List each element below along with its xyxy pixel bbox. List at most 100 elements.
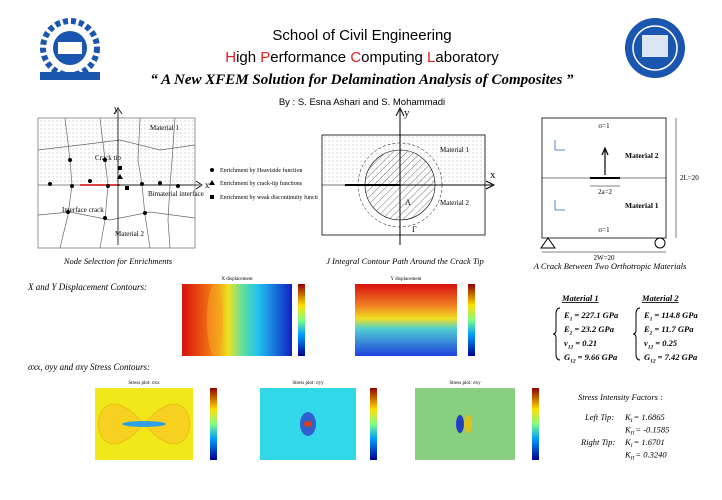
property-value: = 11.7 GPa	[654, 324, 694, 334]
property-value: = 23.2 GPa	[574, 324, 614, 334]
property: G12 = 7.42 GPa	[644, 352, 698, 365]
figure-shape	[40, 72, 100, 80]
value: = -0.1585	[635, 425, 669, 435]
lab-part: omputing	[361, 49, 427, 66]
subscript: 2	[649, 331, 653, 337]
legend-entry: Enrichment by Heaviside function	[220, 167, 302, 174]
material-name: Material 1	[561, 293, 599, 303]
sxx-plot	[95, 388, 217, 460]
sif-value: KI= 1.6701	[624, 437, 665, 449]
school: School of Civil Engineering	[272, 27, 451, 44]
left-logo	[40, 18, 100, 80]
load-label: σ=1	[598, 226, 610, 234]
region-label: Interface crack	[62, 206, 104, 214]
figure-shape	[88, 179, 92, 183]
figure-shape	[117, 174, 123, 179]
mesh-figure	[37, 107, 203, 249]
figure-shape	[158, 181, 162, 185]
figure-shape	[209, 180, 215, 185]
authors: By : S. Esna Ashari and S. Mohammadi	[279, 97, 445, 108]
plot-title: Y displacement	[390, 277, 422, 282]
region-label: Bimaterial interface	[148, 190, 204, 198]
figure-shape	[103, 216, 107, 220]
property-value: = 0.25	[655, 338, 678, 348]
syy-plot	[260, 388, 377, 460]
region-label: Material 1	[440, 146, 469, 154]
section-heading: σxx, σyy and σxy Stress Contours:	[28, 362, 150, 372]
plot-title: X displacement	[221, 277, 253, 282]
figure-shape	[68, 158, 72, 162]
figure-shape	[532, 388, 539, 460]
sxy-plot	[415, 388, 539, 460]
symbol: ν	[644, 338, 648, 348]
property-value: = 7.42 GPa	[658, 352, 698, 362]
subscript: 12	[648, 345, 654, 351]
x-displacement-plot	[182, 284, 305, 356]
figure-shape	[642, 35, 668, 57]
property-value: = 227.1 GPa	[574, 310, 619, 320]
sif-value: KII= -0.1585	[624, 425, 669, 437]
figure-shape	[70, 184, 74, 188]
symbol: E	[643, 310, 650, 320]
subscript: I	[630, 418, 634, 424]
figure-shape	[540, 237, 556, 249]
legend-entry: Enrichment by crack-tip functions	[220, 180, 303, 187]
region-label: Material 2	[625, 151, 659, 160]
figure-shape	[370, 388, 377, 460]
value: = 1.6865	[634, 412, 665, 422]
axis-label: x	[490, 169, 496, 181]
figure-shape	[182, 284, 292, 356]
lab-part: C	[350, 49, 361, 66]
property: E1 = 227.1 GPa	[563, 310, 619, 323]
region-label: Γ	[412, 225, 417, 234]
dimension-label: 2W=20	[593, 254, 615, 262]
lab-part: H	[225, 49, 236, 66]
brace	[632, 307, 641, 361]
figure-shape	[58, 42, 82, 54]
figure-shape	[298, 284, 305, 356]
subscript: 12	[568, 345, 574, 351]
figure-shape	[37, 117, 196, 249]
figure-shape	[48, 182, 52, 186]
region-label: Material 2	[440, 199, 469, 207]
value: = 0.3240	[635, 450, 667, 460]
figure-shape	[395, 106, 496, 245]
dimension-label: 2a=2	[598, 188, 613, 196]
lab-part: erformance	[270, 49, 350, 66]
brace	[552, 307, 561, 361]
region-label: A	[405, 198, 411, 207]
axis-label: x	[205, 180, 210, 190]
region-label: Material 2	[115, 230, 144, 238]
section-heading: Stress Intensity Factors :	[578, 392, 663, 402]
sif-value: KI= 1.6865	[624, 412, 665, 424]
axis-label: y	[114, 104, 119, 114]
legend-markers	[209, 168, 215, 199]
property: E2 = 23.2 GPa	[563, 324, 615, 337]
figure-shape	[654, 237, 666, 249]
figure-shape	[542, 118, 677, 253]
symbol: K	[624, 412, 632, 422]
figure-shape	[103, 158, 107, 162]
subscript: II	[630, 431, 636, 437]
subscript: 12	[570, 359, 576, 365]
property-value: = 9.66 GPa	[578, 352, 618, 362]
legend-entry: Enrichment by weak discontinuity functi	[220, 194, 318, 201]
symbol: E	[563, 310, 570, 320]
lab-part: P	[260, 49, 270, 66]
symbol: E	[643, 324, 650, 334]
symbol: K	[624, 437, 632, 447]
figure-shape	[464, 415, 472, 433]
plot-title: Stress plot: σxy	[449, 381, 481, 386]
caption: A Crack Between Two Orthotropic Material…	[533, 261, 687, 271]
property-value: = 114.8 GPa	[654, 310, 698, 320]
crack-figure	[540, 117, 677, 253]
figure-shape	[125, 186, 129, 190]
right-logo	[625, 18, 685, 78]
figure-shape	[207, 284, 223, 356]
figure-shape	[601, 146, 609, 175]
caption: Node Selection for Enrichments	[63, 256, 173, 266]
figure-shape	[554, 140, 565, 211]
region-label: Material 1	[625, 201, 659, 210]
